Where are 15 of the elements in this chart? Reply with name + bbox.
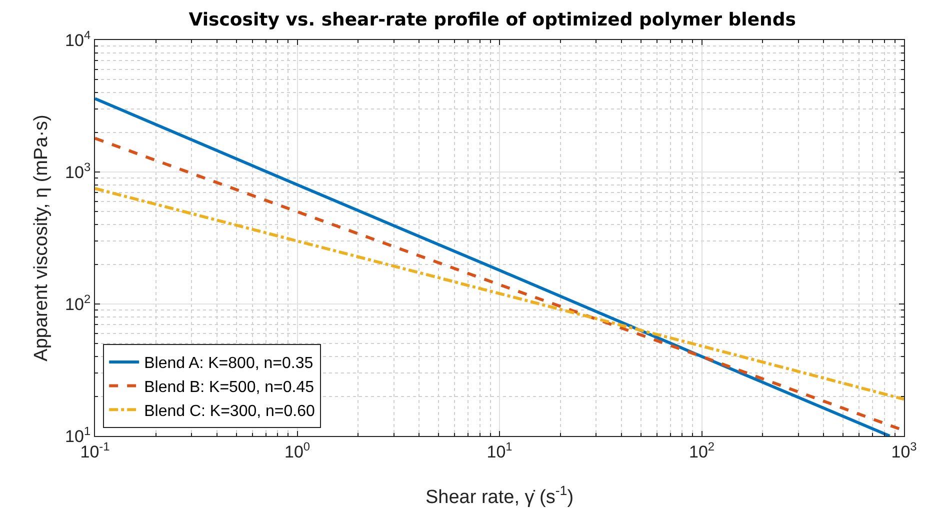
legend-label: Blend B: K=500, n=0.45 bbox=[144, 379, 314, 396]
x-tick-label: 10$^{1}$ bbox=[486, 439, 513, 462]
y-tick-label: 10$^{3}$ bbox=[65, 160, 91, 182]
y-axis-title: Apparent viscosity, η (mPa·s) bbox=[31, 114, 52, 362]
legend-label: Blend A: K=800, n=0.35 bbox=[144, 355, 314, 372]
chart-title: Viscosity vs. shear-rate profile of optimized polymer blends bbox=[188, 9, 796, 30]
line-series bbox=[95, 186, 904, 401]
y-tick-label: 10$^{1}$ bbox=[65, 424, 91, 446]
legend-label: Blend C: K=300, n=0.60 bbox=[144, 402, 315, 420]
y-tick-label: 10$^{4}$ bbox=[65, 28, 91, 50]
x-tick-label: 10$^{3}$ bbox=[891, 439, 918, 462]
x-tick-label: 10$^{0}$ bbox=[284, 439, 310, 462]
x-tick-label: 10$^{2}$ bbox=[688, 439, 715, 462]
y-tick-label: 10$^{2}$ bbox=[65, 292, 91, 314]
x-axis-title: Shear rate, γ̇ (s$^{-1}$) bbox=[425, 483, 574, 508]
